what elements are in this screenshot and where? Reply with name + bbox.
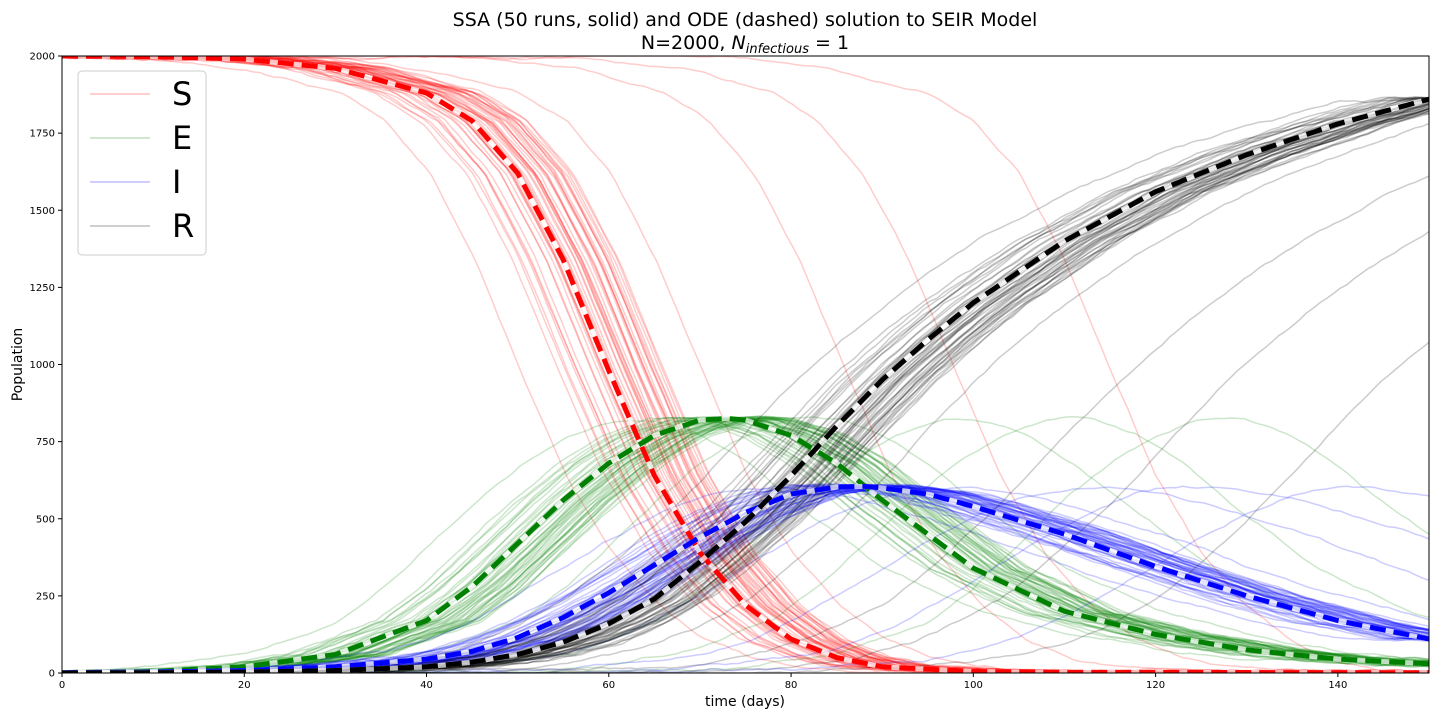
x-axis: 0 20 40 60 80 100 120 140 <box>59 673 1347 691</box>
x-tick-label: 140 <box>1328 680 1347 691</box>
ssa-run-line-s <box>62 56 1429 673</box>
ssa-run-line-i <box>62 484 1429 673</box>
ssa-run-line-s <box>62 56 1429 673</box>
x-axis-label: time (days) <box>705 694 785 710</box>
x-tick-label: 60 <box>602 680 615 691</box>
ssa-run-line-r <box>62 108 1429 673</box>
x-tick-label: 100 <box>964 680 983 691</box>
ode-line-e <box>62 415 1429 673</box>
y-tick-label: 250 <box>36 591 55 602</box>
ssa-run-line-i <box>62 483 1429 673</box>
x-tick-label: 80 <box>785 680 798 691</box>
ssa-run-line-s <box>62 56 1429 673</box>
ssa-run-line-r <box>62 103 1429 673</box>
ssa-run-line-i <box>62 486 1429 673</box>
x-tick-label: 120 <box>1146 680 1165 691</box>
legend-label-i: I <box>172 163 181 201</box>
ode-line-i <box>62 483 1429 673</box>
ssa-run-line-s <box>62 56 1429 673</box>
ssa-runs <box>62 56 1429 673</box>
ssa-run-line-s <box>62 56 1429 673</box>
ssa-run-line-r <box>62 102 1429 673</box>
ssa-run-line-r <box>62 104 1429 673</box>
chart-subtitle: N=2000, Ninfectious = 1 <box>641 32 849 57</box>
legend: SEIR <box>77 70 207 256</box>
legend-label-r: R <box>172 207 194 245</box>
x-tick-label: 20 <box>238 680 251 691</box>
ssa-run-line-e <box>62 420 1429 673</box>
x-tick-label: 40 <box>420 680 433 691</box>
ssa-run-line-e <box>62 416 1429 673</box>
ssa-run-line-r <box>62 106 1429 673</box>
ssa-run-line-r <box>62 107 1429 673</box>
ssa-run-line-r <box>62 106 1429 673</box>
ssa-run-line-s <box>62 56 1429 673</box>
ssa-run-line-i <box>62 483 1429 673</box>
ssa-run-line-i <box>62 484 1429 673</box>
legend-label-e: E <box>172 119 192 157</box>
legend-label-s: S <box>172 75 192 113</box>
y-axis: 0 250 500 750 1000 1250 1500 1750 2000 <box>30 52 62 680</box>
ode-line-r <box>62 96 1429 673</box>
y-tick-label: 1750 <box>30 129 55 140</box>
chart-title: SSA (50 runs, solid) and ODE (dashed) so… <box>453 9 1038 31</box>
ssa-run-line-r <box>62 113 1429 673</box>
y-tick-label: 1250 <box>30 283 55 294</box>
y-axis-label: Population <box>10 328 26 402</box>
ssa-run-line-i <box>62 483 1429 673</box>
ssa-run-line-e <box>62 416 1429 673</box>
ssa-run-line-r <box>62 98 1429 673</box>
legend-box <box>77 70 207 256</box>
x-tick-label: 0 <box>59 680 65 691</box>
y-tick-label: 500 <box>36 514 55 525</box>
y-tick-label: 750 <box>36 437 55 448</box>
y-tick-label: 2000 <box>30 52 55 63</box>
ssa-run-line-e <box>62 419 1429 673</box>
ssa-run-line-e <box>62 417 1429 673</box>
y-tick-label: 1500 <box>30 206 55 217</box>
ssa-run-line-s <box>62 56 1429 673</box>
ssa-run-line-e <box>62 418 1429 673</box>
y-tick-label: 0 <box>49 669 55 680</box>
ssa-run-line-e <box>62 415 1429 673</box>
ssa-run-line-i <box>62 485 1429 673</box>
ssa-run-line-e <box>62 416 1429 673</box>
y-tick-label: 1000 <box>30 360 55 371</box>
ssa-run-line-e <box>62 415 1429 673</box>
